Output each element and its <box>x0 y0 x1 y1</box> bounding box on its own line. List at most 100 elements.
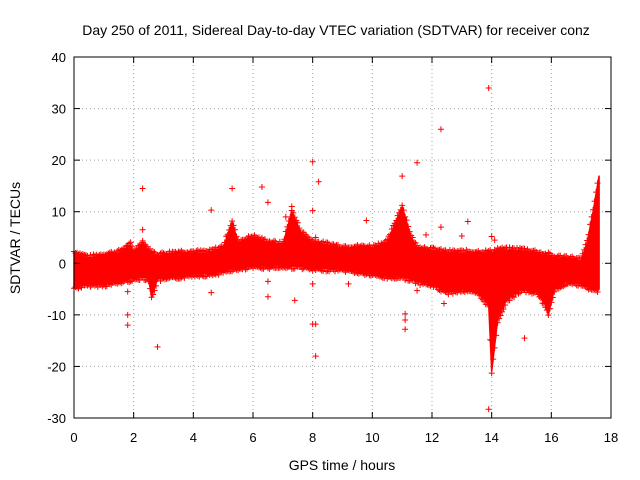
y-tick-label: 40 <box>52 50 66 65</box>
band-edge-point <box>537 295 544 302</box>
band-edge-point <box>332 242 339 249</box>
band-edge-point <box>409 234 416 241</box>
band-edge-point <box>230 222 237 229</box>
band-edge-point <box>129 243 136 250</box>
band-edge-point <box>378 240 385 247</box>
band-edge-point <box>320 238 327 245</box>
band-edge-point <box>150 248 157 255</box>
band-edge-point <box>549 294 556 301</box>
band-edge-point <box>267 263 274 270</box>
band-edge-point <box>133 245 140 252</box>
band-edge-point <box>476 292 483 299</box>
band-edge-point <box>132 247 139 254</box>
band-edge-point <box>358 242 365 249</box>
data-points <box>71 84 601 413</box>
band-edge-point <box>393 275 400 282</box>
band-edge-point <box>76 250 83 257</box>
band-edge-point <box>364 243 371 250</box>
y-tick-label: -10 <box>47 308 66 323</box>
band-edge-point <box>590 206 597 213</box>
chart-title: Day 250 of 2011, Sidereal Day-to-day VTE… <box>82 22 590 38</box>
outlier-point <box>258 183 265 190</box>
outlier-point <box>309 207 316 214</box>
outlier-point <box>312 234 319 241</box>
outlier-point <box>315 178 322 185</box>
band-edge-point <box>478 295 485 302</box>
band-edge-point <box>473 248 480 255</box>
y-tick-label: 30 <box>52 102 66 117</box>
band-edge-point <box>118 246 125 253</box>
band-edge-point <box>106 281 113 288</box>
band-edge-point <box>433 247 440 254</box>
x-tick-label: 2 <box>130 430 137 445</box>
band-edge-point <box>257 264 264 271</box>
band-edge-point <box>221 239 228 246</box>
band-edge-point <box>493 332 500 339</box>
band-edge-point <box>145 278 152 285</box>
band-edge-point <box>517 244 524 251</box>
band-edge-point <box>463 287 470 294</box>
band-edge-point <box>402 213 409 220</box>
outlier-point <box>458 232 465 239</box>
data-band <box>73 175 600 372</box>
band-edge-point <box>593 189 600 196</box>
x-tick-label: 18 <box>604 430 618 445</box>
band-edge-point <box>218 243 225 250</box>
band-edge-point <box>578 255 585 262</box>
band-edge-point <box>251 232 258 239</box>
band-edge-point <box>345 266 352 273</box>
band-edge-point <box>449 290 456 297</box>
band-edge-point <box>82 281 89 288</box>
band-edge-point <box>406 228 413 235</box>
band-edge-point <box>133 276 140 283</box>
band-edge-point <box>153 251 160 258</box>
outlier-point <box>488 337 495 344</box>
band-edge-point <box>579 250 586 257</box>
band-edge-point <box>591 198 598 205</box>
band-edge-point <box>251 262 258 269</box>
band-edge-point <box>572 256 579 263</box>
outlier-point <box>124 322 131 329</box>
x-tick-label: 4 <box>190 430 197 445</box>
band-edge-point <box>587 221 594 228</box>
band-edge-point <box>588 213 595 220</box>
band-edge-point <box>503 296 510 303</box>
outlier-point <box>402 317 409 324</box>
band-edge-point <box>261 236 268 243</box>
band-edge-point <box>306 266 313 273</box>
outlier-point <box>440 300 447 307</box>
band-edge-point <box>211 270 218 277</box>
band-edge-point <box>164 275 171 282</box>
band-edge-point <box>545 312 552 319</box>
band-edge-point <box>372 271 379 278</box>
band-edge-point <box>117 279 124 286</box>
band-edge-point <box>193 247 200 254</box>
outlier-point <box>124 311 131 318</box>
band-edge-point <box>584 237 591 244</box>
outlier-point <box>345 280 352 287</box>
band-edge-point <box>264 265 271 272</box>
band-edge-point <box>150 291 157 298</box>
band-edge-point <box>312 266 319 273</box>
band-edge-point <box>284 223 291 230</box>
band-edge-point <box>375 272 382 279</box>
band-edge-point <box>494 319 501 326</box>
outlier-point <box>139 226 146 233</box>
band-edge-point <box>451 288 458 295</box>
outlier-point <box>208 207 215 214</box>
outlier-point <box>124 288 131 295</box>
band-edge-point <box>111 249 118 256</box>
band-edge-point <box>437 245 444 252</box>
band-edge-point <box>279 240 286 247</box>
band-edge-point <box>215 271 222 278</box>
band-edge-point <box>560 254 567 261</box>
band-edge-point <box>405 223 412 230</box>
band-edge-point <box>226 227 233 234</box>
band-edge-point <box>587 286 594 293</box>
band-edge-point <box>161 276 168 283</box>
band-edge-point <box>142 277 149 284</box>
band-edge-point <box>330 241 337 248</box>
band-edge-point <box>387 231 394 238</box>
band-edge-point <box>296 225 303 232</box>
